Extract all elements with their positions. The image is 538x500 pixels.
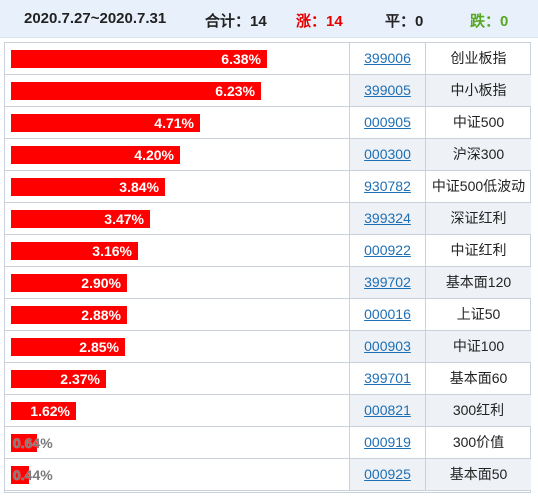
total-count: 合计：14 [205,13,267,30]
bar-mark [11,402,76,420]
summary-header: 2020.7.27~2020.7.31 合计：14 涨：14 平：0 跌：0 [0,0,538,38]
index-name: 中证100 [426,331,531,362]
index-name: 基本面50 [426,459,531,490]
table-row: 2.37% 399701 基本面60 [4,363,531,395]
bar-cell: 4.20% [4,139,350,170]
index-name: 中证500低波动 [431,178,526,194]
bar-value-label: 1.62% [30,403,70,419]
bar-value-label: 2.88% [81,307,121,323]
index-code-link[interactable]: 399005 [350,75,426,106]
bar-mark [11,306,127,324]
bar-cell: 0.44% [4,459,350,490]
up-count: 涨：14 [296,13,343,30]
bar-value-label: 4.71% [154,115,194,131]
table-row: 2.85% 000903 中证100 [4,331,531,363]
table-row: 3.16% 000922 中证红利 [4,235,531,267]
bar-mark [11,466,29,484]
bar-cell: 6.38% [4,43,350,74]
index-code-link[interactable]: 000300 [350,139,426,170]
bar-cell: 2.88% [4,299,350,330]
bar-value-label: 3.16% [92,243,132,259]
index-name: 基本面60 [449,370,508,386]
bar-cell: 0.64% [4,427,350,458]
bar-value-label: 6.23% [215,83,255,99]
bar-mark [11,114,200,132]
index-code-link[interactable]: 000922 [350,235,426,266]
index-code-link[interactable]: 000919 [350,427,426,458]
bar-cell: 2.37% [4,363,350,394]
index-name: 沪深300 [426,139,531,170]
table-row: 3.84% 930782 中证500低波动 [4,171,531,203]
index-code-link[interactable]: 399324 [350,203,426,234]
index-name: 300红利 [426,395,531,426]
table-row: 2.88% 000016 上证50 [4,299,531,331]
table-row: 2.90% 399702 基本面120 [4,267,531,299]
index-code-link[interactable]: 930782 [350,171,426,202]
table-row: 3.47% 399324 深证红利 [4,203,531,235]
flat-count: 平：0 [385,13,424,30]
bar-mark [11,338,125,356]
index-name: 基本面120 [426,267,531,298]
bar-cell: 2.90% [4,267,350,298]
bar-value-label: 2.37% [60,371,100,387]
bar-mark [11,50,267,68]
bar-cell: 6.23% [4,75,350,106]
table-row: 0.64% 000919 300价值 [4,427,531,459]
bar-mark [11,434,37,452]
index-name: 深证红利 [426,203,531,234]
bar-value-label: 0.44% [13,467,53,483]
date-range: 2020.7.27~2020.7.31 [24,10,167,27]
index-code-link[interactable]: 000905 [350,107,426,138]
index-name: 创业板指 [450,50,507,66]
table-row: 6.23% 399005 中小板指 [4,75,531,107]
bar-cell: 3.47% [4,203,350,234]
bar-cell: 3.84% [4,171,350,202]
index-name: 上证50 [456,306,501,322]
bar-value-label: 4.20% [134,147,174,163]
index-code-link[interactable]: 399701 [350,363,426,394]
bar-cell: 3.16% [4,235,350,266]
bar-mark [11,82,261,100]
bar-mark [11,178,165,196]
index-code-link[interactable]: 000821 [350,395,426,426]
bar-value-label: 2.85% [79,339,119,355]
bar-mark [11,242,138,260]
bar-mark [11,210,150,228]
index-name: 中证500 [452,114,505,130]
index-name: 中证红利 [450,242,507,258]
table-row: 1.62% 000821 300红利 [4,395,531,427]
index-code-link[interactable]: 000016 [350,299,426,330]
index-code-link[interactable]: 000903 [350,331,426,362]
index-code-link[interactable]: 000925 [350,459,426,490]
index-code-link[interactable]: 399006 [350,43,426,74]
bar-cell: 4.71% [4,107,350,138]
table-row: 0.44% 000925 基本面50 [4,459,531,491]
index-name: 中小板指 [426,75,531,106]
bar-value-label: 2.90% [81,275,121,291]
bar-value-label: 3.47% [104,211,144,227]
index-name: 300价值 [452,434,505,450]
bar-mark [11,370,106,388]
bar-mark [11,274,127,292]
table-row: 4.71% 000905 中证500 [4,107,531,139]
bar-value-label: 0.64% [13,435,53,451]
index-code-link[interactable]: 399702 [350,267,426,298]
bar-value-label: 6.38% [221,51,261,67]
bar-cell: 1.62% [4,395,350,426]
bar-value-label: 3.84% [119,179,159,195]
bar-mark [11,146,180,164]
table-row: 4.20% 000300 沪深300 [4,139,531,171]
down-count: 跌：0 [470,13,509,30]
table-row: 6.38% 399006 创业板指 [4,43,531,75]
bar-cell: 2.85% [4,331,350,362]
